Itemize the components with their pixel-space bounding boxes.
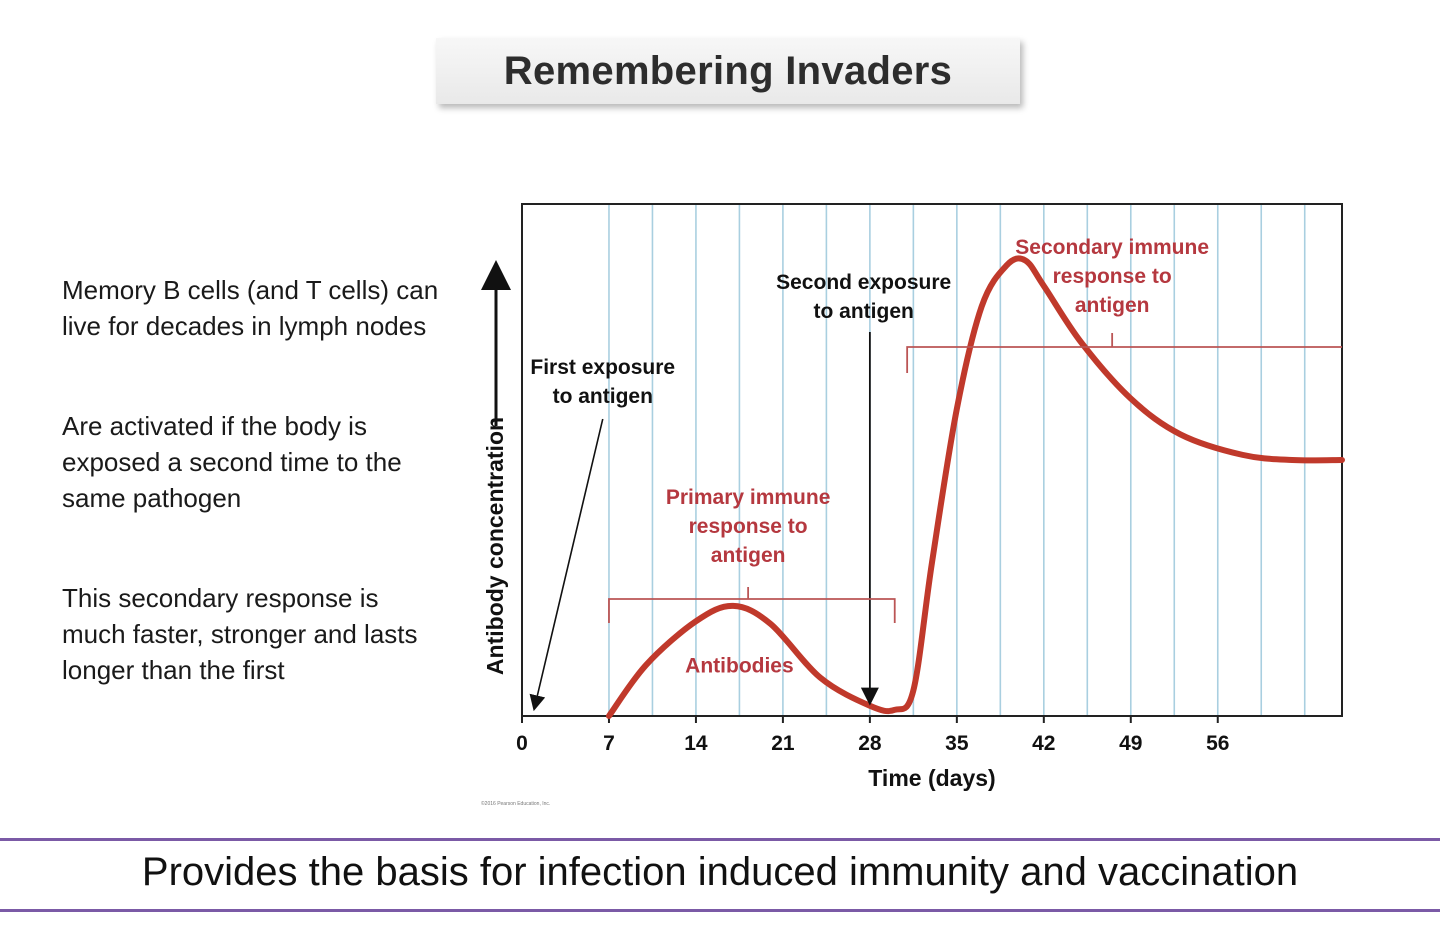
x-tick-label: 35 <box>945 732 969 755</box>
primary-response-label: Primary immune <box>666 486 831 509</box>
secondary-response-label: Secondary immune <box>1015 236 1209 259</box>
bullet-secondary-response: This secondary response is much faster, … <box>62 583 418 685</box>
x-tick-label: 14 <box>684 732 708 755</box>
second-exposure-label: to antigen <box>814 300 914 323</box>
secondary-response-bracket <box>906 333 1342 373</box>
x-tick-label: 28 <box>858 732 882 755</box>
second-exposure-label: Second exposure <box>776 271 951 294</box>
footer-statement: Provides the basis for infection induced… <box>141 850 1299 894</box>
footer-rule-bottom <box>0 909 1440 912</box>
title-box: Remembering Invaders <box>436 38 1020 104</box>
first-exposure-label: to antigen <box>553 385 653 408</box>
secondary-response-label: antigen <box>1075 294 1150 317</box>
y-axis-label: Antibody concentration <box>482 417 508 675</box>
antibody-response-chart: 0 7 14 21 28 35 42 49 56 Time (days) Antibody conc… <box>481 203 1345 791</box>
x-tick-label: 49 <box>1119 732 1142 755</box>
x-tick-label: 56 <box>1206 732 1229 755</box>
antibodies-label: Antibodies <box>685 654 794 677</box>
x-axis-label: Time (days) <box>868 765 995 791</box>
antibody-curve <box>605 255 1345 719</box>
x-tick-label: 7 <box>603 732 615 755</box>
footer-rule-top <box>0 838 1440 841</box>
bullet-memory-cells: Memory B cells (and T cells) can live fo… <box>62 275 439 341</box>
x-tick-label: 42 <box>1032 732 1055 755</box>
bullet-activation: Are activated if the body is exposed a s… <box>62 411 402 513</box>
primary-response-label: response to <box>689 515 808 538</box>
secondary-response-label: response to <box>1053 265 1172 288</box>
page-title: Remembering Invaders <box>503 48 953 93</box>
first-exposure-arrow <box>529 418 604 712</box>
primary-response-bracket <box>608 587 896 623</box>
copyright-note: ©2016 Pearson Education, Inc. <box>481 801 551 807</box>
primary-response-label: antigen <box>711 544 786 567</box>
x-tick-label: 21 <box>771 732 795 755</box>
x-tick-label: 0 <box>516 732 528 755</box>
first-exposure-label: First exposure <box>530 356 675 379</box>
